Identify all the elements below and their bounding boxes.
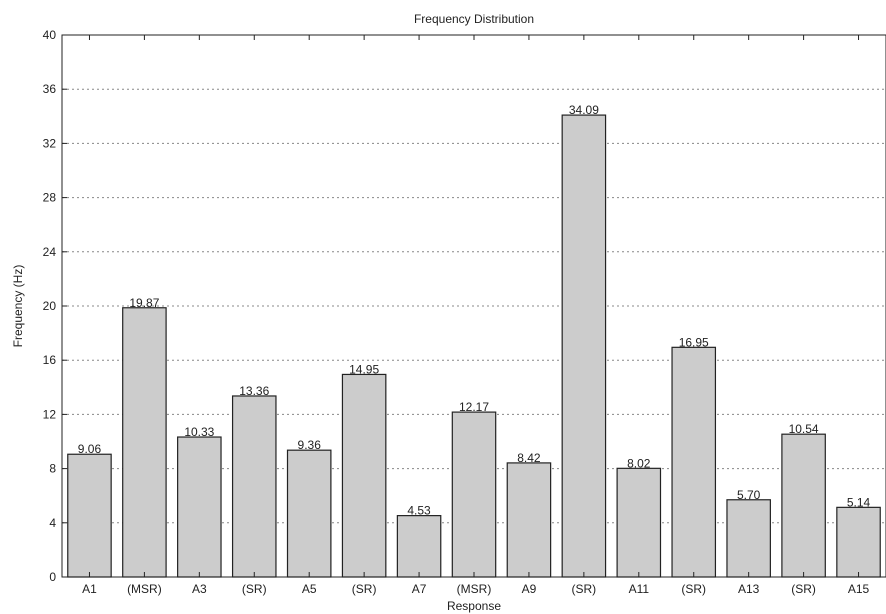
bars [67, 114, 881, 578]
x-axis: A1 (MSR) A3 (SR) A5 (SR) A7 (MSR) A9 (SR) A11 (SR) A… [82, 35, 870, 596]
y-tick-label: 28 [43, 191, 57, 205]
x-tick-label: (SR) [352, 582, 377, 596]
bar-value-label: 10.54 [789, 422, 819, 436]
bar [67, 453, 112, 578]
bar-value-label: 8.42 [517, 451, 541, 465]
y-tick-label: 20 [43, 299, 57, 313]
bar [451, 411, 497, 578]
bar-value-label: 4.53 [407, 504, 431, 518]
bar-value-label: 12.17 [459, 400, 489, 414]
bar-value-label: 5.14 [847, 495, 871, 509]
bar [616, 467, 662, 578]
y-tick-label: 4 [49, 516, 56, 530]
x-tick-label: A15 [848, 582, 870, 596]
bar [231, 395, 277, 578]
bar [396, 515, 442, 578]
x-axis-label: Response [447, 599, 501, 613]
y-tick-label: 32 [43, 136, 57, 150]
x-tick-label: A7 [412, 582, 427, 596]
bar [506, 462, 552, 578]
y-tick-label: 12 [43, 407, 57, 421]
x-tick-label: (SR) [572, 582, 597, 596]
value-labels: 9.06 19.87 10.33 13.36 9.36 14.95 4.53 12.17 8.4… [78, 103, 871, 518]
bar-value-label: 10.33 [184, 425, 214, 439]
bar-value-label: 9.06 [78, 442, 102, 456]
x-tick-label: A13 [738, 582, 760, 596]
x-tick-label: A1 [82, 582, 97, 596]
x-tick-label: A3 [192, 582, 207, 596]
bar [341, 373, 387, 578]
bar [781, 433, 826, 578]
x-tick-label: (SR) [681, 582, 706, 596]
x-tick-label: (MSR) [127, 582, 162, 596]
bar [726, 499, 771, 578]
x-tick-label: A5 [302, 582, 317, 596]
y-tick-label: 36 [43, 82, 57, 96]
y-tick-label: 24 [43, 245, 57, 259]
bar-value-label: 16.95 [679, 335, 709, 349]
bar-value-label: 13.36 [239, 384, 269, 398]
y-axis-label: Frequency (Hz) [11, 265, 25, 348]
y-axis: 0 4 8 12 16 20 24 28 32 36 40 [43, 28, 67, 584]
bar [836, 506, 881, 578]
y-tick-label: 8 [49, 462, 56, 476]
bar [122, 307, 167, 578]
bar [177, 436, 222, 578]
y-tick-label: 40 [43, 28, 57, 42]
bar-value-label: 8.02 [627, 456, 651, 470]
y-tick-label: 0 [49, 570, 56, 584]
x-tick-label: (SR) [791, 582, 816, 596]
bar [561, 114, 607, 578]
x-tick-label: (SR) [242, 582, 267, 596]
bar-value-label: 14.95 [349, 362, 379, 376]
chart-title: Frequency Distribution [414, 12, 534, 26]
bar-value-label: 34.09 [569, 103, 599, 117]
bar [671, 346, 717, 578]
x-tick-label: A11 [629, 582, 650, 596]
bar-value-label: 19.87 [129, 296, 159, 310]
y-tick-label: 16 [43, 353, 57, 367]
bar-value-label: 9.36 [298, 438, 322, 452]
bar-value-label: 5.70 [737, 488, 761, 502]
bar [286, 449, 332, 578]
x-tick-label: A9 [522, 582, 537, 596]
x-tick-label: (MSR) [457, 582, 492, 596]
